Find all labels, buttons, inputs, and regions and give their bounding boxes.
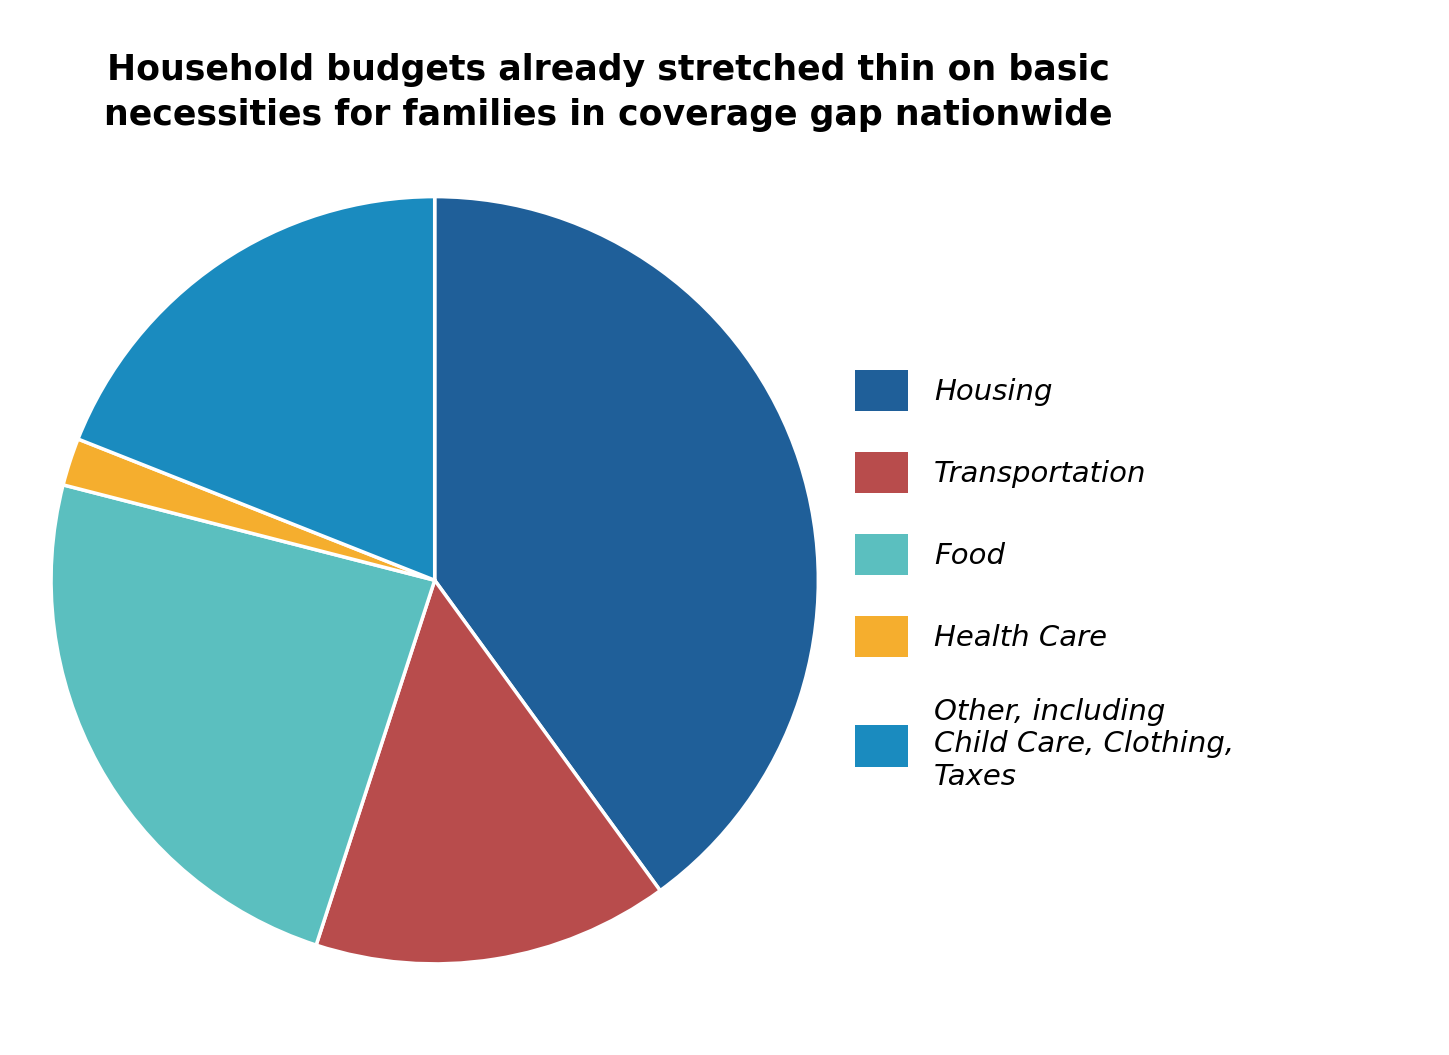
Text: Household budgets already stretched thin on basic
necessities for families in co: Household budgets already stretched thin… [104, 53, 1113, 132]
Legend: Housing, Transportation, Food, Health Care, Other, including
Child Care, Clothin: Housing, Transportation, Food, Health Ca… [855, 369, 1235, 791]
Wedge shape [316, 580, 661, 964]
Wedge shape [51, 485, 435, 945]
Wedge shape [435, 196, 819, 890]
Wedge shape [64, 439, 435, 580]
Wedge shape [78, 196, 435, 580]
